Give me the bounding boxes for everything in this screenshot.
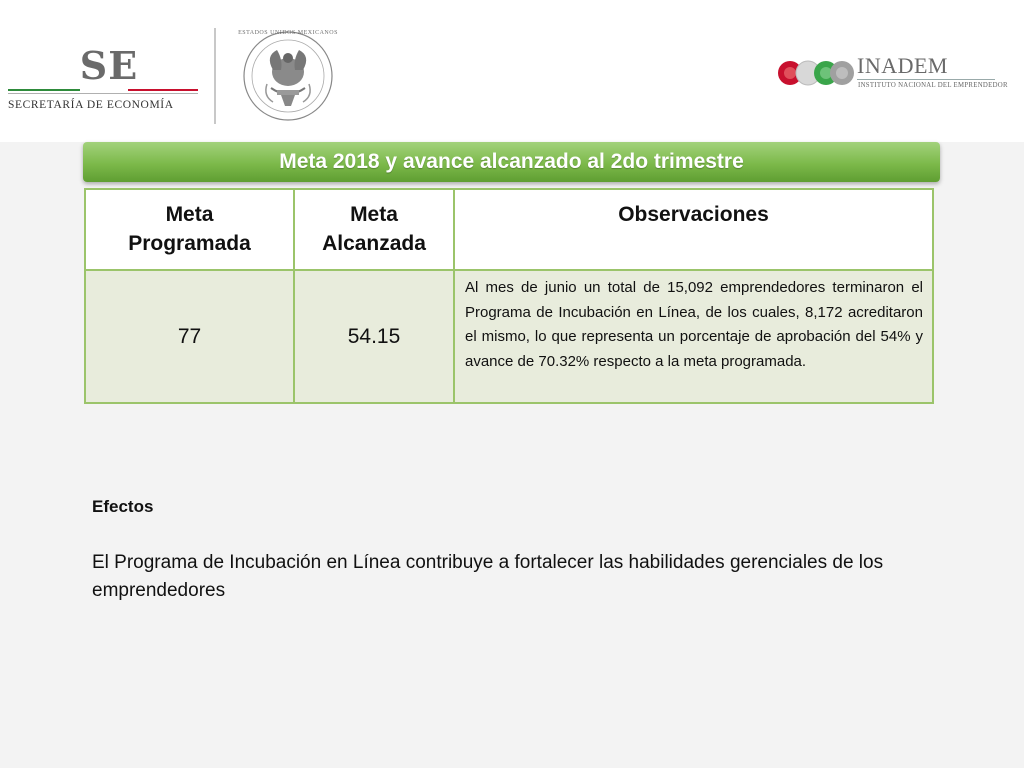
cell-observaciones: Al mes de junio un total de 15,092 empre… xyxy=(453,269,934,404)
table-row: 77 54.15 Al mes de junio un total de 15,… xyxy=(84,269,934,404)
effects-title: Efectos xyxy=(92,497,154,516)
header-divider xyxy=(214,28,216,124)
header-meta-programada: Meta Programada xyxy=(84,188,295,271)
se-logo-mark: SE xyxy=(79,43,139,88)
seal-caption: ESTADOS UNIDOS MEXICANOS xyxy=(238,30,338,36)
header-meta-alcanzada: Meta Alcanzada xyxy=(293,188,455,271)
cell-meta-programada: 77 xyxy=(84,269,295,404)
se-logo-gray-line xyxy=(8,93,198,94)
effects-body: El Programa de Incubación en Línea contr… xyxy=(92,552,884,601)
inadem-rule xyxy=(857,79,995,80)
table-header-row: Meta Programada Meta Alcanzada Observaci… xyxy=(84,188,934,271)
se-logo-red-line xyxy=(128,89,198,91)
header: SE SECRETARÍA DE ECONOMÍA ESTADOS UNIDOS… xyxy=(0,0,1024,142)
inadem-title: INADEM xyxy=(857,53,948,78)
national-seal-icon xyxy=(243,31,333,121)
se-logo: SE SECRETARÍA DE ECONOMÍA xyxy=(8,44,198,118)
national-seal: ESTADOS UNIDOS MEXICANOS xyxy=(237,26,339,122)
cell-meta-alcanzada: 54.15 xyxy=(293,269,455,404)
se-logo-green-line xyxy=(8,89,80,91)
inadem-subtitle: INSTITUTO NACIONAL DEL EMPRENDEDOR xyxy=(858,82,1008,89)
header-observaciones: Observaciones xyxy=(453,188,934,271)
se-logo-name: SECRETARÍA DE ECONOMÍA xyxy=(8,99,174,111)
inadem-logo: INADEM INSTITUTO NACIONAL DEL EMPRENDEDO… xyxy=(776,52,1016,96)
inadem-circles-icon xyxy=(778,60,854,86)
section-banner: Meta 2018 y avance alcanzado al 2do trim… xyxy=(83,142,940,182)
goals-table: Meta Programada Meta Alcanzada Observaci… xyxy=(84,188,934,404)
